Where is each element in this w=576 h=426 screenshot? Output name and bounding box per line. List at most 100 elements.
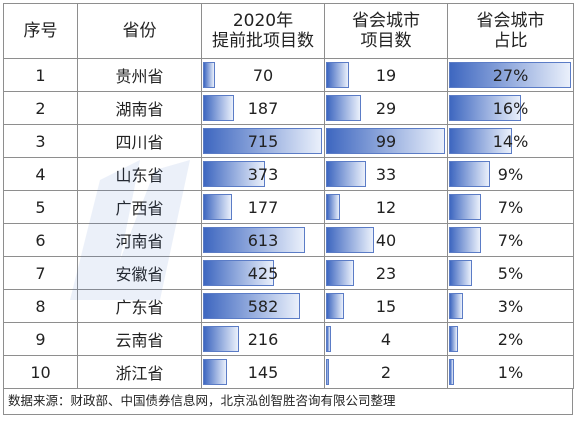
cell-capital-projects-value: 29 <box>375 98 397 118</box>
data-bar <box>326 128 445 154</box>
data-bar <box>449 194 481 220</box>
cell-index: 4 <box>3 157 78 191</box>
source-note: 数据来源：财政部、中国债券信息网，北京泓创智胜咨询有限公司整理 <box>3 389 573 415</box>
cell-index-value: 4 <box>35 164 46 184</box>
data-bar <box>449 128 512 154</box>
cell-province: 四川省 <box>77 124 202 158</box>
table-row: 9 云南省 216 4 2% <box>3 322 574 356</box>
data-bar <box>449 326 458 352</box>
cell-total-projects: 216 <box>201 322 325 356</box>
cell-capital-projects-value: 33 <box>375 164 397 184</box>
table-row: 6 河南省 613 40 7% <box>3 223 574 257</box>
header-index: 序号 <box>3 3 78 59</box>
cell-total-projects: 145 <box>201 355 325 389</box>
data-bar <box>449 95 521 121</box>
cell-total-projects: 582 <box>201 289 325 323</box>
cell-total-projects: 70 <box>201 58 325 92</box>
data-bar <box>449 359 454 385</box>
cell-capital-share: 7% <box>447 223 574 257</box>
cell-province: 山东省 <box>77 157 202 191</box>
data-bar <box>326 227 374 253</box>
data-bar <box>203 161 265 187</box>
cell-province-value: 山东省 <box>115 166 164 185</box>
data-bar <box>203 95 234 121</box>
cell-total-projects-value: 70 <box>252 65 274 85</box>
cell-index-value: 9 <box>35 329 46 349</box>
data-bar <box>203 326 239 352</box>
cell-capital-projects-value: 15 <box>375 296 397 316</box>
cell-index-value: 1 <box>35 65 46 85</box>
cell-capital-projects-value: 2 <box>380 362 392 382</box>
cell-total-projects-value: 582 <box>247 296 279 316</box>
table-row: 7 安徽省 425 23 5% <box>3 256 574 290</box>
cell-province: 河南省 <box>77 223 202 257</box>
data-bar <box>203 128 322 154</box>
data-bar <box>449 293 463 319</box>
data-bar <box>449 62 571 88</box>
cell-capital-projects-value: 99 <box>375 131 397 151</box>
cell-total-projects-value: 216 <box>247 329 279 349</box>
cell-total-projects-value: 177 <box>247 197 279 217</box>
cell-province: 浙江省 <box>77 355 202 389</box>
cell-province: 贵州省 <box>77 58 202 92</box>
data-bar <box>203 359 227 385</box>
cell-index-value: 6 <box>35 230 46 250</box>
cell-capital-share-value: 7% <box>497 197 524 217</box>
province-projects-table: 序号 省份 2020年 提前批项目数 省会城市 项目数 省会城市 占比 1 贵州省… <box>3 3 574 389</box>
cell-total-projects: 715 <box>201 124 325 158</box>
cell-capital-share-value: 9% <box>497 164 524 184</box>
cell-province: 广东省 <box>77 289 202 323</box>
cell-index-value: 2 <box>35 98 46 118</box>
cell-capital-share: 7% <box>447 190 574 224</box>
data-bar <box>449 227 481 253</box>
cell-capital-projects: 4 <box>324 322 448 356</box>
cell-capital-share: 14% <box>447 124 574 158</box>
data-bar <box>203 293 300 319</box>
data-bar <box>449 260 472 286</box>
header-capital-projects: 省会城市 项目数 <box>324 3 448 59</box>
table-row: 10 浙江省 145 2 1% <box>3 355 574 389</box>
cell-index: 10 <box>3 355 78 389</box>
cell-capital-projects: 33 <box>324 157 448 191</box>
cell-total-projects: 613 <box>201 223 325 257</box>
table-row: 5 广西省 177 12 7% <box>3 190 574 224</box>
data-bar <box>203 260 274 286</box>
cell-capital-share-value: 5% <box>497 263 524 283</box>
data-bar <box>203 194 232 220</box>
cell-province-value: 安徽省 <box>115 265 164 284</box>
cell-index-value: 7 <box>35 263 46 283</box>
cell-province-value: 广西省 <box>115 199 164 218</box>
cell-capital-projects-value: 19 <box>375 65 397 85</box>
cell-index: 3 <box>3 124 78 158</box>
data-bar <box>326 359 329 385</box>
cell-total-projects-value: 187 <box>247 98 279 118</box>
cell-capital-share: 9% <box>447 157 574 191</box>
cell-capital-share: 16% <box>447 91 574 125</box>
cell-index: 8 <box>3 289 78 323</box>
cell-capital-projects-value: 12 <box>375 197 397 217</box>
data-bar <box>326 161 366 187</box>
cell-capital-projects: 15 <box>324 289 448 323</box>
table-body: 1 贵州省 70 19 27% 2 湖南省 187 29 16% 3 四川省 715 99 14% 4 山东省 3… <box>3 58 574 389</box>
cell-total-projects: 373 <box>201 157 325 191</box>
cell-total-projects: 425 <box>201 256 325 290</box>
cell-capital-share-value: 16% <box>492 98 529 118</box>
cell-index: 9 <box>3 322 78 356</box>
cell-total-projects-value: 145 <box>247 362 279 382</box>
cell-province-value: 广东省 <box>115 298 164 317</box>
cell-capital-share-value: 7% <box>497 230 524 250</box>
cell-total-projects-value: 613 <box>247 230 279 250</box>
cell-capital-projects: 19 <box>324 58 448 92</box>
cell-capital-projects: 40 <box>324 223 448 257</box>
cell-capital-share-value: 1% <box>497 362 524 382</box>
cell-capital-share: 1% <box>447 355 574 389</box>
cell-province-value: 湖南省 <box>115 100 164 119</box>
cell-province-value: 浙江省 <box>115 364 164 383</box>
data-bar <box>203 62 215 88</box>
cell-index-value: 10 <box>30 362 51 382</box>
data-table-container: 序号 省份 2020年 提前批项目数 省会城市 项目数 省会城市 占比 1 贵州省… <box>3 3 574 415</box>
cell-index: 6 <box>3 223 78 257</box>
cell-capital-share-value: 14% <box>492 131 529 151</box>
table-header-row: 序号 省份 2020年 提前批项目数 省会城市 项目数 省会城市 占比 <box>3 3 574 59</box>
table-row: 3 四川省 715 99 14% <box>3 124 574 158</box>
